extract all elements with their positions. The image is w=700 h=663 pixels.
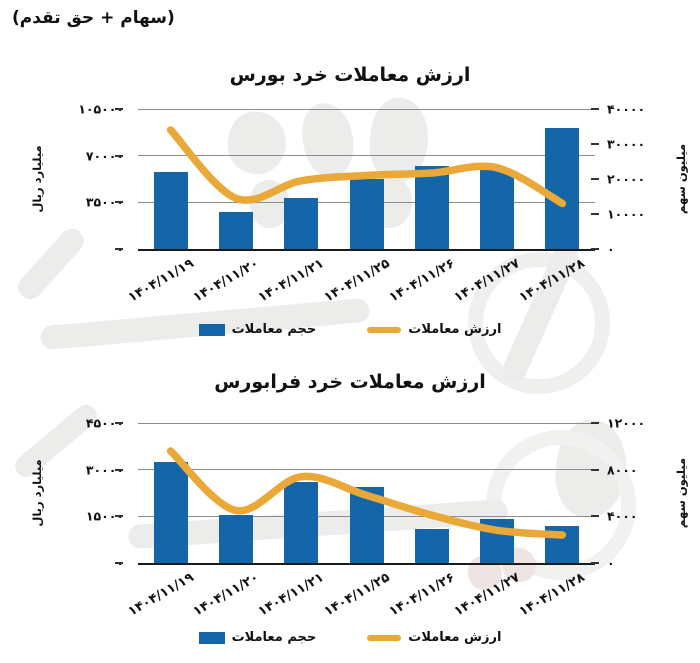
chart2-title: ارزش معاملات خرد فرابورس [214, 371, 486, 393]
left-axis-tick [115, 515, 123, 518]
left-axis-tick-label: ۱۰۵۰۰۰ [78, 101, 124, 117]
chart1-title: ارزش معاملات خرد بورس [229, 64, 471, 86]
right-axis-tick [591, 108, 599, 110]
right-axis-tick-label: ۳۰۰۰۰ [607, 136, 646, 152]
left-axis-tick [115, 108, 123, 110]
volume-bar [414, 165, 449, 249]
volume-bar [218, 514, 253, 563]
chart1-left-axis-title: میلیارد ریال [30, 145, 44, 213]
right-axis-tick-label: ۰ [607, 555, 615, 571]
volume-bar [153, 461, 188, 563]
right-axis-tick-label: ۱۰۰۰۰ [607, 206, 646, 222]
chart2-left-axis: ۰ ۱۵۰۰۰ ۳۰۰۰۰ ۴۵۰۰۰ [28, 416, 124, 571]
right-axis-tick-label: ۱۲۰۰۰ [607, 415, 646, 431]
left-axis-tick-label: ۰ [28, 242, 124, 257]
right-axis-tick-label: ۴۰۰۰ [607, 508, 638, 524]
chart2-x-axis: ۱۴۰۴/۱۱/۱۹ ۱۴۰۴/۱۱/۲۰ ۱۴۰۴/۱۱/۲۱ ۱۴۰۴/۱۱/۲۵… [125, 563, 595, 635]
chart1-x-axis: ۱۴۰۴/۱۱/۱۹ ۱۴۰۴/۱۱/۲۰ ۱۴۰۴/۱۱/۲۱ ۱۴۰۴/۱۱/۲۵… [125, 249, 595, 321]
x-axis-date-label: ۱۴۰۴/۱۱/۱۹ [125, 570, 197, 620]
right-axis-tick-label: ۰ [607, 241, 615, 257]
x-axis-date-label: ۱۴۰۴/۱۱/۲۱ [256, 256, 327, 306]
volume-bar [545, 128, 580, 249]
chart2-legend: حجم معاملات ارزش معاملات [0, 630, 700, 645]
right-axis-tick-label: ۴۰۰۰۰ [607, 101, 646, 117]
right-axis-tick [591, 515, 599, 518]
volume-legend-swatch [198, 323, 225, 336]
volume-bar [153, 172, 188, 249]
value-line [166, 447, 567, 539]
left-axis-tick-label: ۱۵۰۰۰ [85, 508, 124, 524]
volume-bar [284, 198, 319, 249]
x-axis-date-label: ۱۴۰۴/۱۱/۲۱ [256, 570, 327, 620]
chart1-right-axis-title: میلیون سهم [674, 143, 688, 215]
gridline [138, 422, 595, 424]
chart1-plot-area [115, 108, 599, 251]
x-axis-date-label: ۱۴۰۴/۱۱/۲۶ [386, 570, 458, 620]
left-axis-tick-label: ۷۰۰۰۰ [85, 148, 124, 164]
right-axis-tick [591, 143, 599, 145]
value-line [166, 126, 567, 208]
left-axis-tick-label: ۴۵۰۰۰ [85, 415, 124, 431]
x-axis-date-label: ۱۴۰۴/۱۱/۲۶ [386, 256, 458, 306]
left-axis-tick [115, 248, 123, 250]
right-axis-tick [591, 562, 599, 564]
right-axis-tick [591, 468, 599, 471]
right-axis-tick [591, 178, 599, 180]
x-axis-date-label: ۱۴۰۴/۱۱/۲۸ [517, 256, 588, 306]
chart1-right-axis: ۰ ۱۰۰۰۰ ۲۰۰۰۰ ۳۰۰۰۰ ۴۰۰۰۰ [607, 102, 687, 257]
right-axis-tick-label: ۸۰۰۰ [607, 462, 638, 478]
left-axis-tick [115, 562, 123, 564]
volume-bar [349, 179, 384, 249]
header-note: (سهام + حق تقدم) [12, 8, 175, 28]
x-axis-date-label: ۱۴۰۴/۱۱/۲۵ [321, 570, 392, 620]
x-axis-date-label: ۱۴۰۴/۱۱/۲۰ [190, 256, 262, 306]
right-axis-tick [591, 213, 599, 215]
gridline [138, 155, 595, 157]
volume-legend-label: حجم معاملات [231, 630, 317, 645]
left-axis-tick [115, 422, 123, 424]
value-legend-swatch [367, 326, 402, 333]
left-axis-tick-label: ۳۰۰۰۰ [85, 462, 124, 478]
x-axis-date-label: ۱۴۰۴/۱۱/۱۹ [125, 256, 197, 306]
volume-bar [480, 170, 515, 249]
gridline [138, 469, 595, 471]
right-axis-tick [591, 422, 599, 424]
left-axis-tick-label: ۰ [28, 556, 124, 571]
x-axis-date-label: ۱۴۰۴/۱۱/۲۷ [451, 256, 523, 306]
volume-legend-swatch [198, 631, 225, 644]
x-axis-date-label: ۱۴۰۴/۱۱/۲۰ [190, 570, 262, 620]
value-legend-label: ارزش معاملات [408, 322, 502, 337]
right-axis-tick [591, 248, 599, 250]
x-axis-date-label: ۱۴۰۴/۱۱/۲۷ [451, 570, 523, 620]
x-axis-date-label: ۱۴۰۴/۱۱/۲۸ [517, 570, 588, 620]
volume-bar [218, 212, 253, 249]
chart2-right-axis-title: میلیون سهم [674, 457, 688, 529]
x-axis-date-label: ۱۴۰۴/۱۱/۲۵ [321, 256, 392, 306]
value-legend-label: ارزش معاملات [408, 630, 502, 645]
volume-bar [284, 482, 319, 563]
volume-bar [414, 528, 449, 563]
left-axis-tick [115, 154, 123, 157]
left-axis-tick [115, 468, 123, 471]
value-legend-swatch [367, 634, 402, 641]
left-axis-tick-label: ۳۵۰۰۰ [85, 194, 124, 210]
chart1-legend: حجم معاملات ارزش معاملات [0, 322, 700, 337]
chart2-left-axis-title: میلیارد ریال [30, 459, 44, 527]
chart2-right-axis: ۰ ۴۰۰۰ ۸۰۰۰ ۱۲۰۰۰ [607, 416, 687, 571]
chart1-left-axis: ۰ ۳۵۰۰۰ ۷۰۰۰۰ ۱۰۵۰۰۰ [28, 102, 124, 257]
left-axis-tick [115, 201, 123, 204]
right-axis-tick-label: ۲۰۰۰۰ [607, 171, 646, 187]
gridline [138, 108, 595, 110]
chart2-plot-area [115, 422, 599, 565]
volume-legend-label: حجم معاملات [231, 322, 317, 337]
